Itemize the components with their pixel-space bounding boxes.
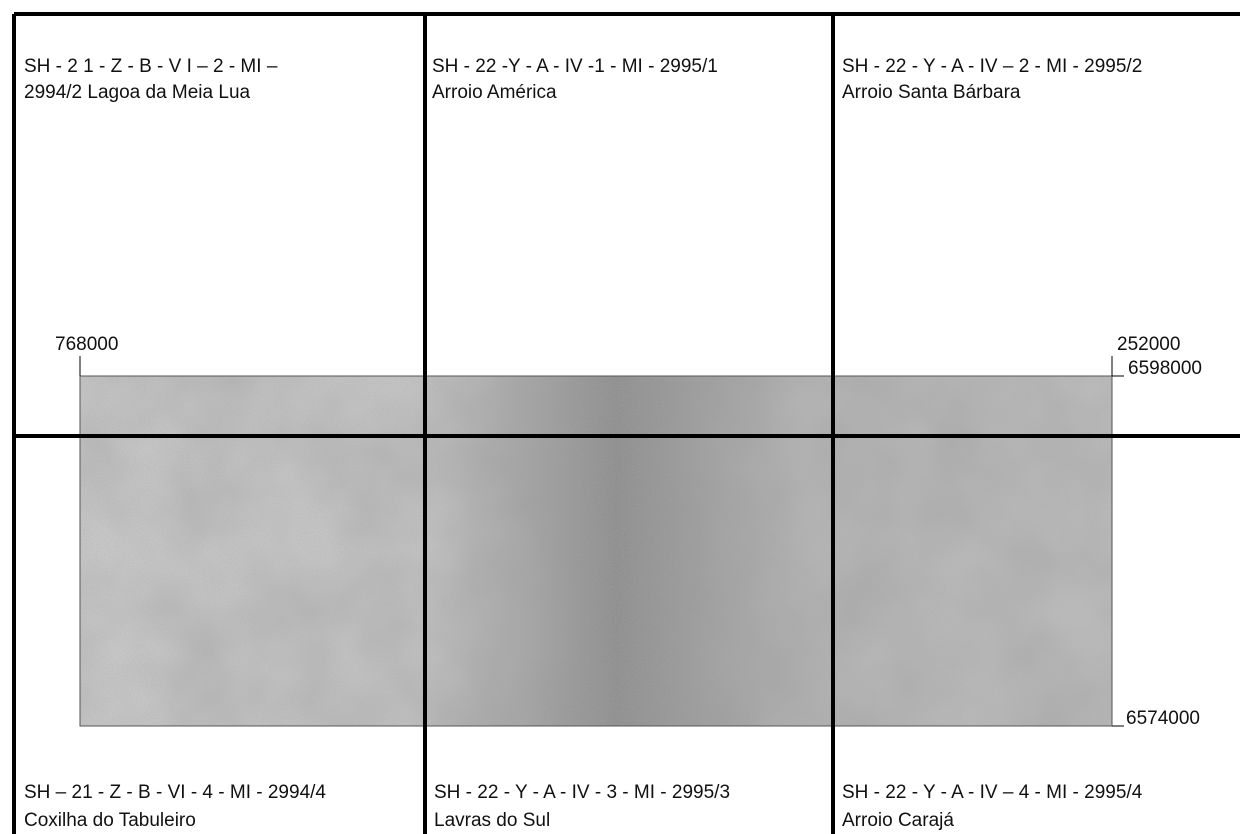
sheet-name: 2994/2 Lagoa da Meia Lua <box>24 82 251 103</box>
sheet-code: SH – 21 - Z - B - VI - 4 - MI - 2994/4 <box>24 782 326 803</box>
raster-grain <box>80 376 1112 726</box>
sheet-code: SH - 22 - Y - A - IV - 3 - MI - 2995/3 <box>434 782 730 803</box>
south-coordinate: 6574000 <box>1126 708 1200 729</box>
sheet-code: SH - 22 - Y - A - IV – 4 - MI - 2995/4 <box>842 782 1143 803</box>
east-coordinate: 252000 <box>1117 334 1180 355</box>
raster-image <box>80 376 1112 726</box>
sheet-code: SH - 2 1 - Z - B - V I – 2 - MI – <box>24 56 278 77</box>
sheet-name: Lavras do Sul <box>434 810 550 831</box>
sheet-name: Coxilha do Tabuleiro <box>24 810 196 831</box>
sheet-code: SH - 22 -Y - A - IV -1 - MI - 2995/1 <box>432 56 718 77</box>
west-coordinate: 768000 <box>55 334 118 355</box>
north-coordinate: 6598000 <box>1128 358 1202 379</box>
map-index: SH - 2 1 - Z - B - V I – 2 - MI – 2994/2… <box>0 0 1240 834</box>
sheet-name: Arroio Santa Bárbara <box>842 82 1021 103</box>
sheet-name: Arroio Carajá <box>842 810 954 831</box>
sheet-code: SH - 22 - Y - A - IV – 2 - MI - 2995/2 <box>842 56 1142 77</box>
sheet-name: Arroio América <box>432 82 557 103</box>
